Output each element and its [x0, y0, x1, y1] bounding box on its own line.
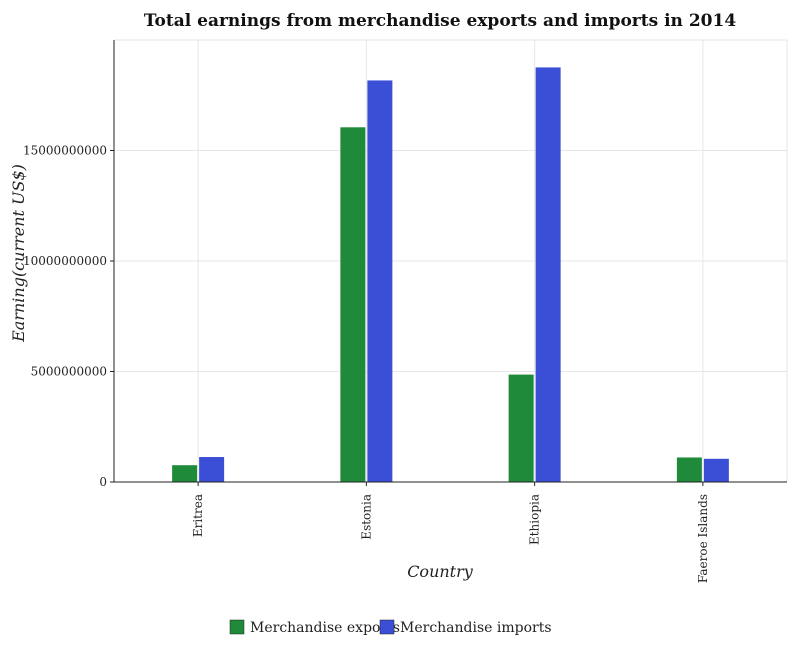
- y-tick-label: 5000000000: [31, 365, 107, 379]
- bar-exports-eritrea: [172, 465, 198, 482]
- legend-swatch-0: [229, 619, 245, 635]
- legend-label-0: Merchandise exports: [250, 620, 400, 636]
- bar-exports-ethiopia: [508, 374, 534, 482]
- axes: [110, 40, 787, 486]
- bar-exports-estonia: [340, 127, 366, 483]
- bar-imports-faeroe-islands: [703, 458, 729, 482]
- bar-imports-estonia: [367, 80, 393, 483]
- legend-swatch-1: [379, 619, 395, 635]
- legend-label-1: Merchandise imports: [400, 620, 552, 636]
- x-axis-label: Country: [407, 562, 474, 581]
- grid-lines: [114, 39, 788, 483]
- y-axis-label: Earning(current US$): [9, 164, 28, 343]
- tick-labels: 0 5000000000 10000000000 15000000000 Eritrea…: [23, 144, 710, 584]
- chart-title: Total earnings from merchandise exports …: [144, 11, 736, 31]
- x-tick-label: Eritrea: [191, 494, 205, 537]
- bar-exports-faeroe-islands: [676, 457, 702, 482]
- x-tick-label: Estonia: [359, 494, 373, 540]
- bars: [172, 67, 729, 483]
- y-tick-label: 10000000000: [23, 254, 107, 268]
- bar-imports-eritrea: [199, 457, 225, 482]
- y-tick-label: 15000000000: [23, 144, 107, 158]
- bar-imports-ethiopia: [535, 67, 561, 483]
- x-tick-label: Faeroe Islands: [696, 494, 710, 583]
- y-tick-label: 0: [99, 475, 107, 489]
- legend: Merchandise exports Merchandise imports: [229, 619, 552, 636]
- x-tick-label: Ethiopia: [528, 494, 542, 545]
